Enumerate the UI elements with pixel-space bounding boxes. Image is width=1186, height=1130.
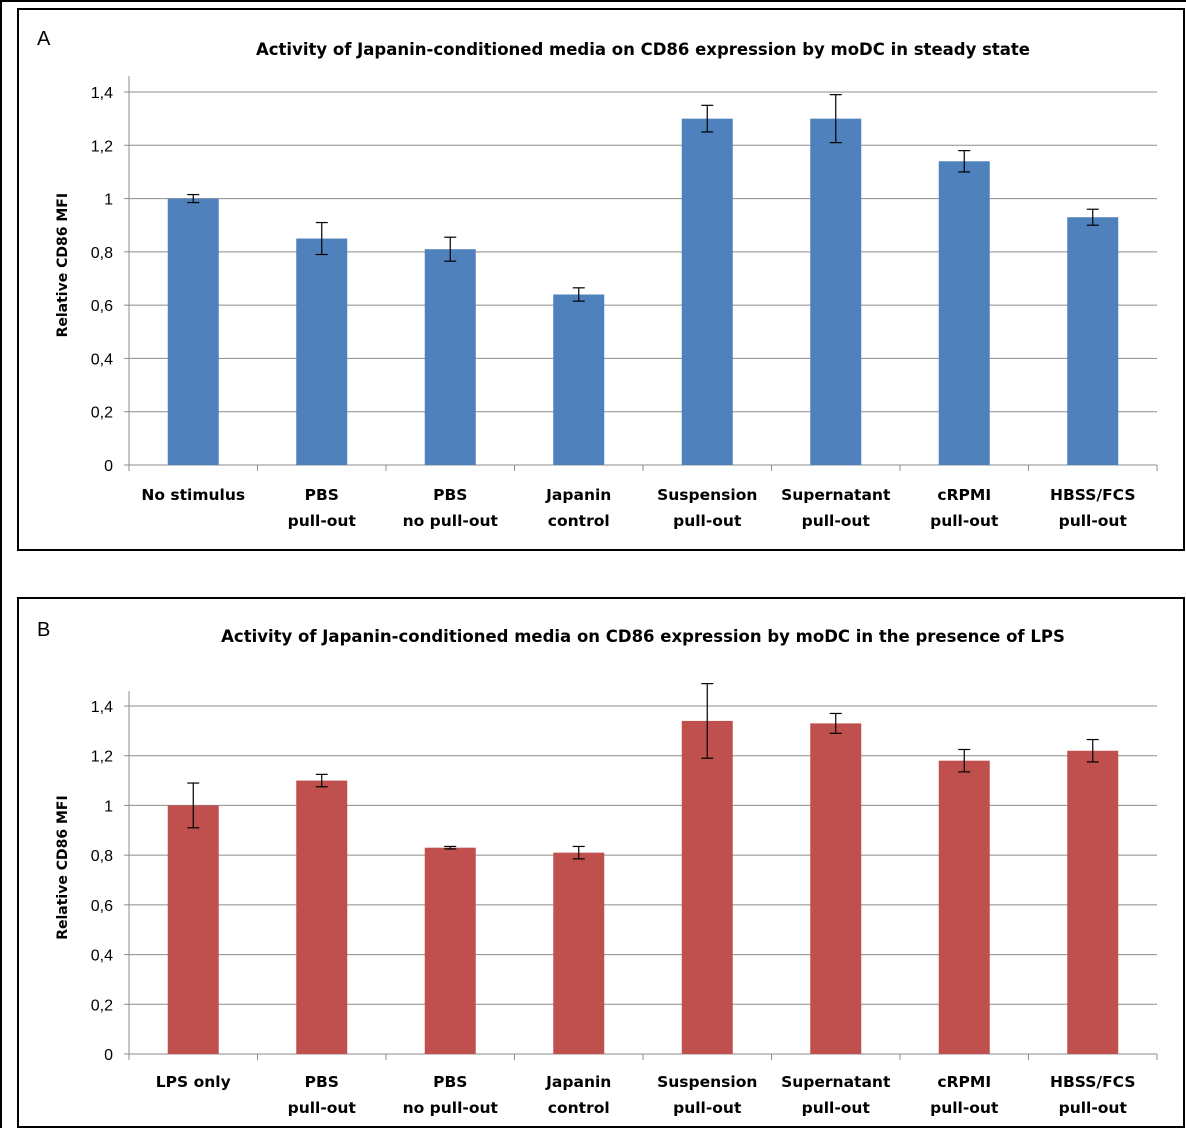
x-category-label: no pull-out <box>403 512 499 530</box>
chart-panel-b: B Activity of Japanin-conditioned media … <box>17 597 1185 1128</box>
x-category-label: cRPMI <box>937 1073 991 1091</box>
panel-letter: B <box>37 619 51 641</box>
bar <box>681 720 733 1054</box>
y-tick-label: 0,2 <box>91 997 113 1014</box>
frame-left-line <box>0 0 2 1128</box>
x-category-label: control <box>548 512 610 530</box>
x-category-label: LPS only <box>156 1073 231 1091</box>
bar <box>296 238 348 465</box>
y-axis-label: Relative CD86 MFI <box>55 795 71 939</box>
x-category-label: Suspension <box>657 486 757 504</box>
y-tick-label: 0,8 <box>91 848 113 865</box>
y-tick-label: 0,2 <box>91 405 113 422</box>
chart-title: Activity of Japanin-conditioned media on… <box>256 40 1030 59</box>
x-category-label: HBSS/FCS <box>1050 486 1136 504</box>
x-category-label: pull-out <box>1059 512 1128 530</box>
panel-letter: A <box>37 28 51 50</box>
x-category-label: PBS <box>433 486 467 504</box>
y-tick-label: 1,2 <box>91 749 113 766</box>
x-category-label: Japanin <box>545 486 611 504</box>
x-category-label: Japanin <box>545 1073 611 1091</box>
y-tick-label: 0,4 <box>91 351 113 368</box>
y-tick-label: 0,6 <box>91 898 113 915</box>
y-tick-label: 1,4 <box>91 85 113 102</box>
bar <box>167 198 219 466</box>
y-tick-label: 1 <box>104 798 113 815</box>
x-category-label: pull-out <box>930 1099 999 1117</box>
y-tick-label: 0 <box>104 1047 113 1064</box>
x-category-label: no pull-out <box>403 1099 499 1117</box>
y-tick-label: 0,4 <box>91 948 113 965</box>
x-category-label: pull-out <box>288 512 357 530</box>
bar-chart-b: Activity of Japanin-conditioned media on… <box>55 627 1158 1117</box>
x-category-label: control <box>548 1099 610 1117</box>
bar <box>167 805 219 1054</box>
bar <box>1067 217 1119 465</box>
x-category-label: pull-out <box>288 1099 357 1117</box>
chart-title: Activity of Japanin-conditioned media on… <box>221 627 1065 646</box>
bar <box>810 723 862 1054</box>
bar <box>553 294 605 465</box>
y-tick-label: 1,2 <box>91 138 113 155</box>
x-category-label: pull-out <box>673 512 742 530</box>
x-category-label: PBS <box>305 486 339 504</box>
x-category-label: pull-out <box>673 1099 742 1117</box>
y-tick-label: 0,8 <box>91 245 113 262</box>
x-category-label: Supernatant <box>781 486 891 504</box>
x-category-label: cRPMI <box>937 486 991 504</box>
x-category-label: Suspension <box>657 1073 757 1091</box>
bar <box>296 780 348 1054</box>
bar <box>424 249 476 465</box>
x-category-label: pull-out <box>930 512 999 530</box>
x-category-label: pull-out <box>1059 1099 1128 1117</box>
y-tick-label: 0 <box>104 458 113 475</box>
bar <box>810 118 862 466</box>
y-tick-label: 1 <box>104 192 113 209</box>
y-tick-label: 1,4 <box>91 699 113 716</box>
bar <box>1067 750 1119 1054</box>
y-tick-label: 0,6 <box>91 298 113 315</box>
frame-top-line <box>0 0 1186 2</box>
x-category-label: No stimulus <box>141 486 245 504</box>
bar <box>938 760 990 1054</box>
x-category-label: HBSS/FCS <box>1050 1073 1136 1091</box>
bar <box>553 852 605 1054</box>
x-category-label: pull-out <box>802 512 871 530</box>
chart-panel-a: A Activity of Japanin-conditioned media … <box>17 8 1185 551</box>
bar <box>424 847 476 1054</box>
x-category-label: PBS <box>305 1073 339 1091</box>
bar <box>681 118 733 466</box>
x-category-label: PBS <box>433 1073 467 1091</box>
bar <box>938 161 990 465</box>
x-category-label: pull-out <box>802 1099 871 1117</box>
x-category-label: Supernatant <box>781 1073 891 1091</box>
y-axis-label: Relative CD86 MFI <box>55 193 71 337</box>
bar-chart-a: Activity of Japanin-conditioned media on… <box>55 40 1158 530</box>
